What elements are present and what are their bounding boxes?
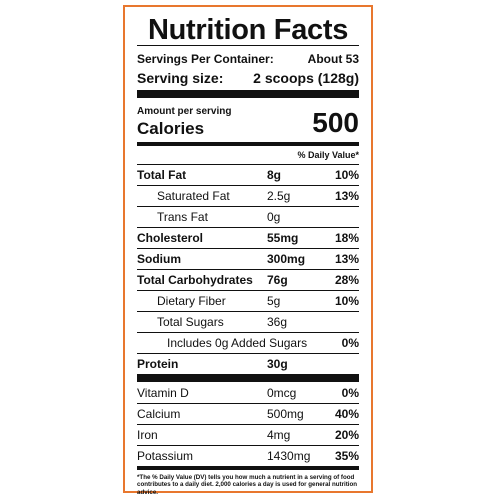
nutrient-row-dietary-fiber: Dietary Fiber 5g 10% bbox=[137, 290, 359, 311]
nutrient-row-trans-fat: Trans Fat 0g bbox=[137, 206, 359, 227]
nutrient-row-added-sugars: Includes 0g Added Sugars 0% bbox=[137, 332, 359, 353]
nutrient-row-cholesterol: Cholesterol 55mg 18% bbox=[137, 227, 359, 248]
calories-block: Amount per serving Calories 500 bbox=[137, 98, 359, 142]
vitamin-row-vitamin-d: Vitamin D 0mcg 0% bbox=[137, 385, 359, 400]
amount-per-serving-label: Amount per serving bbox=[137, 106, 232, 117]
nutrient-row-total-fat: Total Fat 8g 10% bbox=[137, 164, 359, 185]
servings-per-container-row: Servings Per Container: About 53 bbox=[137, 50, 359, 68]
calories-value: 500 bbox=[312, 107, 359, 138]
nutrient-row-protein: Protein 30g bbox=[137, 353, 359, 374]
calories-label: Calories bbox=[137, 119, 205, 138]
nutrition-facts-panel: Nutrition Facts Servings Per Container: … bbox=[123, 5, 373, 496]
divider-medium bbox=[137, 142, 359, 146]
servings-label: Servings Per Container: bbox=[137, 52, 274, 66]
vitamin-row-calcium: Calcium 500mg 40% bbox=[137, 403, 359, 424]
nutrient-row-total-carbohydrates: Total Carbohydrates 76g 28% bbox=[137, 269, 359, 290]
divider-thick bbox=[137, 374, 359, 382]
divider bbox=[137, 45, 359, 46]
servings-value: About 53 bbox=[307, 52, 359, 66]
nutrition-facts-title: Nutrition Facts bbox=[147, 14, 349, 46]
vitamin-row-potassium: Potassium 1430mg 35% bbox=[137, 445, 359, 466]
nutrient-row-saturated-fat: Saturated Fat 2.5g 13% bbox=[137, 185, 359, 206]
nutrient-row-sodium: Sodium 300mg 13% bbox=[137, 248, 359, 269]
daily-value-footnote: *The % Daily Value (DV) tells you how mu… bbox=[137, 474, 358, 496]
serving-size-row: Serving size: 2 scoops (128g) bbox=[137, 68, 359, 90]
nutrient-row-total-sugars: Total Sugars 36g bbox=[137, 311, 359, 332]
daily-value-header: % Daily Value* bbox=[297, 150, 359, 160]
serving-size-label: Serving size: bbox=[137, 70, 224, 86]
divider-thick bbox=[137, 90, 359, 98]
vitamin-row-iron: Iron 4mg 20% bbox=[137, 424, 359, 445]
serving-size-value: 2 scoops (128g) bbox=[253, 70, 359, 86]
divider-medium bbox=[137, 466, 359, 470]
